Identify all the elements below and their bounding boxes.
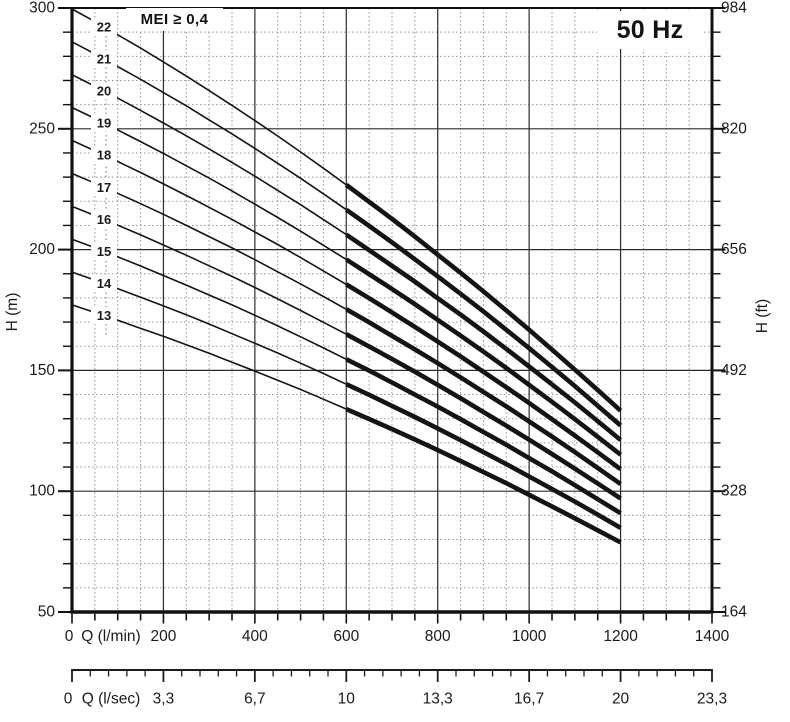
y-right-tick-label: 820 [721,120,747,137]
curve-label-bg-19 [91,114,117,132]
curve-16-thin [115,223,347,335]
curve-21-bold [344,207,623,428]
curve-22-thin [114,32,347,186]
curve-22-bold [344,183,623,413]
y-left-tick-label: 50 [38,604,56,621]
curve-20-thin [115,96,347,236]
curve-20-start [71,73,93,86]
curve-14-bold [345,382,622,530]
frequency-label: 50 Hz [597,11,703,49]
x-primary-tick-label: 1200 [603,628,638,645]
curve-label-bg-22 [91,18,117,36]
curve-18-start [71,139,93,151]
x-primary-tick-label: 800 [425,628,451,645]
curve-label-bg-13 [91,307,117,325]
y-right-tick-label: 656 [721,241,747,258]
x-primary-tick-label: 1000 [512,628,547,645]
curve-17-bold [345,307,622,486]
x-secondary-tick-label: 3,3 [153,691,175,708]
curve-label-bg-16 [91,210,117,228]
curve-18-thin [115,159,347,286]
curve-label-22: 22 [97,19,111,34]
x-secondary-tick-label: 6,7 [244,691,266,708]
x-secondary-tick-label: 13,3 [423,691,453,708]
curve-label-bg-14 [91,275,117,293]
curve-label-13: 13 [97,308,111,323]
curve-19-bold [345,257,623,457]
curve-13-thin [115,318,347,410]
curve-14-thin [115,287,347,385]
curve-label-bg-20 [91,82,117,100]
x-primary-tick-label: 400 [242,628,268,645]
curve-15-start [71,238,93,248]
y-left-axis-title: H (m) [4,293,21,332]
y-left-tick-label: 250 [29,120,55,137]
curve-label-bg-17 [91,178,117,196]
curve-label-20: 20 [97,83,111,98]
curve-17-start [71,172,93,183]
curve-13-start [71,304,93,313]
curve-label-14: 14 [97,276,112,291]
curve-label-bg-15 [91,242,117,260]
curve-21-thin [115,64,347,211]
curve-16-start [71,205,93,216]
curve-19-thin [115,128,347,261]
x-secondary-tick-label: 10 [338,691,356,708]
x-secondary-axis-title: Q (l/sec) [82,691,141,708]
curve-label-19: 19 [97,116,111,131]
x-primary-tick-label: 200 [150,628,176,645]
curve-13-bold [345,406,622,545]
curve-label-bg-21 [91,50,117,68]
y-left-tick-label: 100 [29,483,55,500]
curve-label-15: 15 [97,244,111,259]
curve-label-17: 17 [97,180,111,195]
x-secondary-tick-label: 0 [64,691,73,708]
y-left-tick-label: 150 [29,362,55,379]
curve-19-start [71,106,93,119]
mei-rating-label: MEI ≥ 0,4 [126,8,223,31]
y-right-tick-label: 328 [721,483,747,500]
curve-label-21: 21 [97,51,111,66]
curve-22-start [71,8,93,22]
x-secondary-tick-label: 16,7 [514,691,544,708]
curve-14-start [71,271,93,281]
curve-16-bold [345,332,622,501]
curve-15-bold [345,357,622,516]
x-secondary-tick-label: 20 [612,691,630,708]
curve-18-bold [345,282,622,472]
curve-label-bg-18 [91,146,117,164]
y-right-tick-label: 492 [721,362,747,379]
x-primary-tick-label: 1400 [695,628,730,645]
y-right-tick-label: 984 [721,0,747,17]
x-secondary-tick-label: 23,3 [697,691,727,708]
y-left-tick-label: 300 [29,0,55,17]
y-right-axis-title: H (ft) [754,299,771,333]
y-left-tick-label: 200 [29,241,55,258]
curve-20-bold [345,232,623,442]
curve-15-thin [115,255,347,361]
x-primary-tick-label: 0 [65,628,74,645]
x-primary-axis-title: Q (l/min) [81,628,140,645]
curve-label-16: 16 [97,212,111,227]
x-primary-tick-label: 600 [333,628,359,645]
y-right-tick-label: 164 [721,604,747,621]
curve-17-thin [115,191,347,310]
curve-label-18: 18 [97,148,111,163]
curve-21-start [71,41,93,54]
